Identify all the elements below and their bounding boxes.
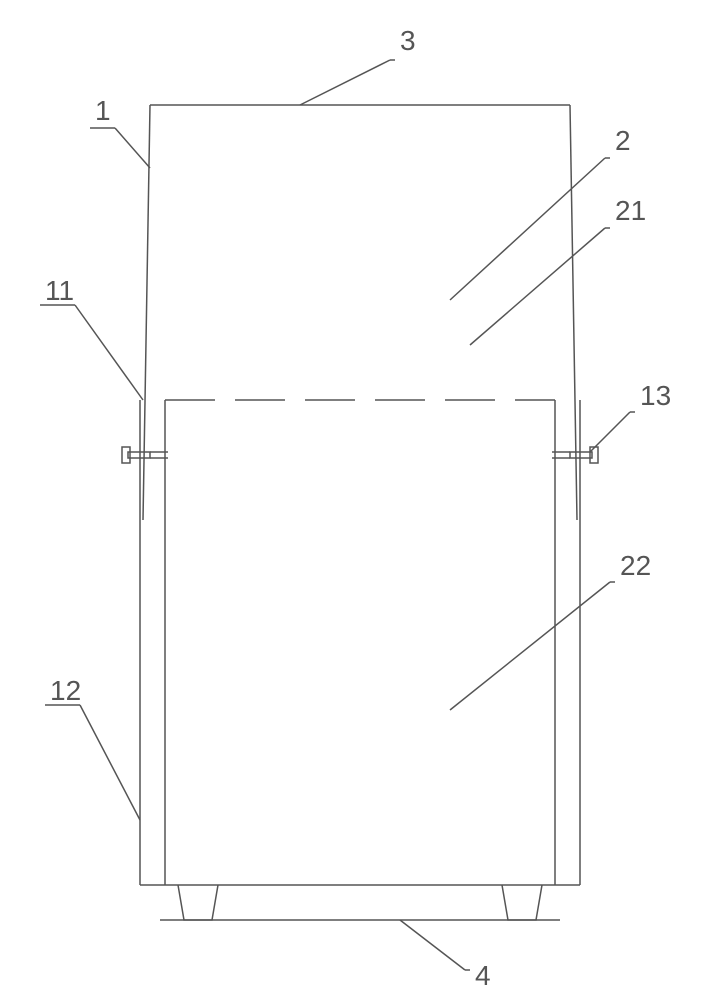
label-4: 4 <box>475 960 491 991</box>
label-1: 1 <box>95 95 111 126</box>
label-13: 13 <box>640 380 671 411</box>
leader-2 <box>450 158 605 300</box>
outer-shell-upper <box>143 105 577 520</box>
diagram-canvas: 31221111322124 <box>0 0 727 1000</box>
leader-12 <box>80 705 140 820</box>
leader-13 <box>590 412 630 452</box>
label-12: 12 <box>50 675 81 706</box>
foot-left <box>178 885 218 920</box>
leader-1 <box>115 128 150 168</box>
leader-22 <box>450 582 610 710</box>
leader-11 <box>75 305 143 400</box>
bolt-right <box>552 447 598 463</box>
label-21: 21 <box>615 195 646 226</box>
label-22: 22 <box>620 550 651 581</box>
label-11: 11 <box>45 275 74 306</box>
inner-box <box>165 400 555 885</box>
leader-3 <box>300 60 390 105</box>
leader-4 <box>400 920 465 970</box>
foot-right <box>502 885 542 920</box>
bolt-left <box>122 447 168 463</box>
leader-21 <box>470 228 605 345</box>
label-2: 2 <box>615 125 631 156</box>
outer-shell-lower <box>140 400 580 885</box>
label-3: 3 <box>400 25 416 56</box>
